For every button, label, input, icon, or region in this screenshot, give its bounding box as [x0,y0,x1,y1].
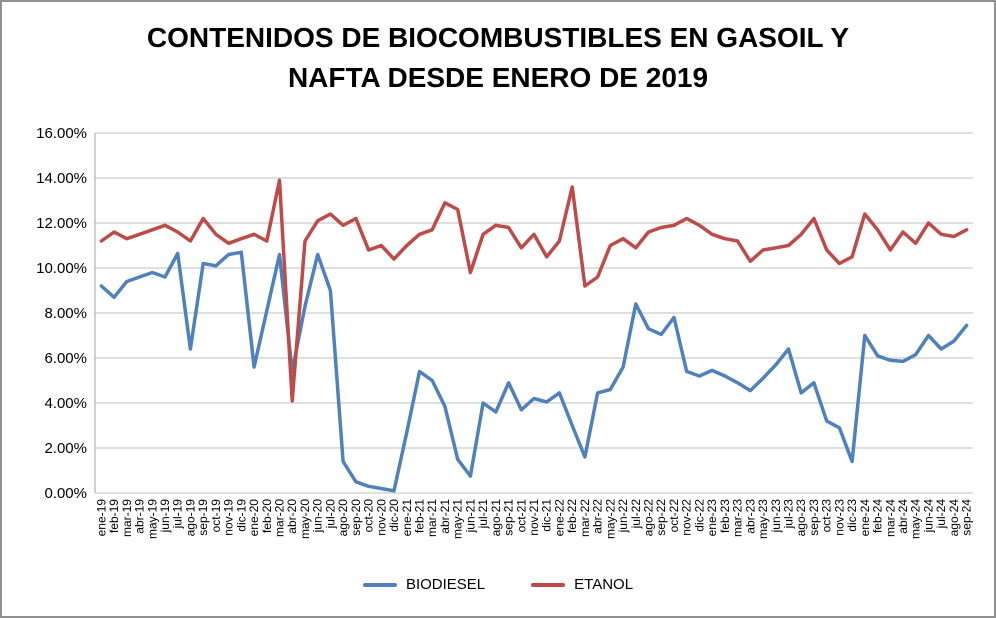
x-axis-tick-label: feb-20 [260,499,274,533]
y-axis-tick-label: 0.00% [44,485,87,502]
x-axis-tick-label: nov-20 [374,499,388,536]
x-axis-tick-label: ene-21 [400,499,414,537]
x-axis-tick-label: mar-19 [120,499,134,537]
x-axis-tick-label: may-24 [909,499,923,539]
chart-title: CONTENIDOS DE BIOCOMBUSTIBLES EN GASOIL … [2,18,994,98]
x-axis-tick-label: jul-19 [171,499,185,530]
biodiesel-line-swatch-icon [362,582,397,587]
x-axis-tick-label: ago-24 [947,499,961,537]
x-axis-tick-label: nov-19 [222,499,236,536]
series-line-biodiesel [99,250,969,493]
x-axis-tick-label: oct-19 [209,499,223,533]
x-axis-tick-label: sep-21 [502,499,516,536]
x-axis-tick-label: ene-20 [247,499,261,537]
y-axis-tick-label: 10.00% [36,260,87,277]
x-axis-tick-label: dic-20 [387,499,401,532]
x-axis-tick-label: abr-20 [285,499,299,534]
x-axis-tick-label: sep-19 [196,499,210,536]
y-axis-tick-label: 16.00% [36,125,87,142]
x-axis-tick-label: ago-22 [642,499,656,537]
x-axis-tick-label: ene-19 [94,499,108,537]
x-axis-tick-label: abr-23 [743,499,757,534]
x-axis-tick-label: dic-23 [845,499,859,532]
x-axis-tick-label: mar-20 [273,499,287,537]
x-axis-tick-label: abr-22 [591,499,605,534]
y-axis-tick-label: 4.00% [44,395,87,412]
x-axis-tick-label: may-21 [451,499,465,539]
legend: BIODIESEL ETANOL [2,576,994,593]
x-axis-tick-label: may-19 [145,499,159,539]
legend-label-etanol: ETANOL [574,576,634,593]
series-line-etanol [99,178,969,403]
x-axis-tick-label: sep-20 [349,499,363,536]
x-axis-tick-label: feb-21 [412,499,426,533]
etanol-line-swatch-icon [531,582,566,587]
x-axis-tick-label: ene-24 [858,499,872,537]
legend-entry-etanol: ETANOL [531,576,633,593]
x-axis-tick-label: dic-22 [692,499,706,532]
x-axis-tick-label: oct-21 [514,499,528,533]
x-axis-tick-label: nov-21 [527,499,541,536]
x-axis-tick-label: jun-24 [921,499,935,534]
x-axis-tick-label: jun-23 [769,499,783,534]
x-axis-tick-label: ene-22 [552,499,566,537]
x-axis-tick-label: may-22 [603,499,617,539]
chart-title-line-2: NAFTA DESDE ENERO DE 2019 [287,62,709,93]
x-axis-tick-label: jun-19 [158,499,172,534]
x-axis-tick-label: mar-23 [731,499,745,537]
x-axis-tick-label: jul-22 [629,499,643,530]
y-axis-tick-label: 12.00% [36,215,87,232]
legend-entry-biodiesel: BIODIESEL [362,576,486,593]
x-axis-tick-label: feb-24 [871,499,885,533]
x-axis-tick-label: abr-24 [896,499,910,534]
x-axis-tick-label: feb-23 [718,499,732,533]
chart-title-line-1: CONTENIDOS DE BIOCOMBUSTIBLES EN GASOIL … [146,22,850,53]
x-axis-tick-label: jul-23 [781,499,795,530]
x-axis-tick-label: may-20 [298,499,312,539]
x-axis-tick-label: ago-21 [489,499,503,537]
x-axis-tick-label: oct-20 [362,499,376,533]
x-axis-tick-label: abr-21 [438,499,452,534]
x-axis-tick-label: ago-23 [794,499,808,537]
x-axis-tick-label: jul-21 [476,499,490,530]
x-axis-tick-label: sep-22 [654,499,668,536]
x-axis-tick-label: ene-23 [705,499,719,537]
y-axis-tick-label: 6.00% [44,350,87,367]
x-axis-tick-label: mar-22 [578,499,592,537]
x-axis-tick-label: nov-23 [832,499,846,536]
x-axis-tick-label: ago-19 [183,499,197,537]
x-axis-tick-label: mar-21 [425,499,439,537]
legend-label-biodiesel: BIODIESEL [405,576,486,593]
y-axis-tick-label: 14.00% [36,170,87,187]
x-axis-tick-label: ago-20 [336,499,350,537]
x-axis-tick-label: jul-20 [323,499,337,530]
x-axis-tick-label: sep-24 [960,499,974,536]
x-axis-tick-label: jun-20 [311,499,325,534]
x-axis-tick-label: sep-23 [807,499,821,536]
x-axis-tick-label: jun-21 [463,499,477,534]
y-axis-tick-label: 8.00% [44,305,87,322]
y-axis-tick-label: 2.00% [44,440,87,457]
x-axis-tick-label: feb-22 [565,499,579,533]
x-axis-tick-label: feb-19 [107,499,121,533]
x-axis-tick-label: jul-24 [934,499,948,530]
x-axis-tick-label: oct-23 [820,499,834,533]
x-axis-tick-label: may-23 [756,499,770,539]
x-axis-tick-label: jun-22 [616,499,630,534]
x-axis-tick-label: dic-21 [540,499,554,532]
x-axis-tick-label: mar-24 [883,499,897,537]
x-axis-tick-label: oct-22 [667,499,681,533]
x-axis-tick-label: dic-19 [234,499,248,532]
x-axis-tick-label: nov-22 [680,499,694,536]
x-axis-tick-label: abr-19 [133,499,147,534]
